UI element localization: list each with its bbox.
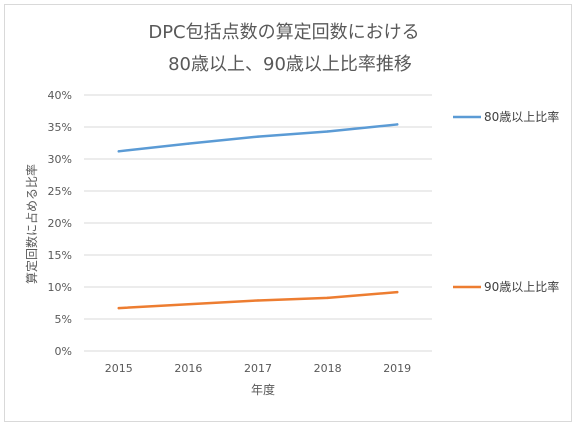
series-lines xyxy=(117,123,399,310)
data-point xyxy=(187,303,190,306)
y-tick-label: 5% xyxy=(55,313,72,326)
x-tick-label: 2019 xyxy=(383,362,411,375)
data-point xyxy=(117,306,121,310)
y-tick-label: 25% xyxy=(48,185,72,198)
legend-label: 80歳以上比率 xyxy=(484,109,559,124)
x-axis-ticks: 2015 2016 2017 2018 2019 xyxy=(105,362,411,375)
x-axis-title: 年度 xyxy=(251,382,275,397)
y-axis-title: 算定回数に占める比率 xyxy=(24,164,39,284)
data-point xyxy=(117,150,121,153)
data-point xyxy=(256,135,260,138)
y-tick-label: 10% xyxy=(48,281,72,294)
x-tick-label: 2015 xyxy=(105,362,133,375)
x-tick-label: 2018 xyxy=(314,362,342,375)
chart-title-line-1: DPC包括点数の算定回数における xyxy=(148,22,419,43)
chart-title-line-2: 80歳以上、90歳以上比率推移 xyxy=(168,54,412,75)
y-tick-label: 0% xyxy=(55,345,72,358)
legend: 80歳以上比率 90歳以上比率 xyxy=(453,109,559,294)
y-tick-label: 40% xyxy=(48,89,72,102)
data-point xyxy=(396,123,399,126)
y-tick-label: 20% xyxy=(48,217,72,230)
data-point xyxy=(326,296,329,300)
y-tick-label: 35% xyxy=(48,121,72,134)
y-tick-label: 30% xyxy=(48,153,72,166)
data-point xyxy=(326,130,329,133)
x-tick-label: 2017 xyxy=(244,362,272,375)
data-point xyxy=(187,142,190,145)
y-tick-label: 15% xyxy=(48,249,72,262)
gridlines xyxy=(84,94,432,352)
chart-frame xyxy=(4,4,572,422)
data-point xyxy=(396,290,399,294)
series-line-1 xyxy=(117,123,399,153)
chart-title: DPC包括点数の算定回数における 80歳以上、90歳以上比率推移 xyxy=(148,22,419,75)
legend-label: 90歳以上比率 xyxy=(484,279,559,294)
y-axis-ticks: 0% 5% 10% 15% 20% 25% 30% 35% 40% xyxy=(48,89,72,358)
x-tick-label: 2016 xyxy=(174,362,202,375)
data-point xyxy=(256,299,260,302)
